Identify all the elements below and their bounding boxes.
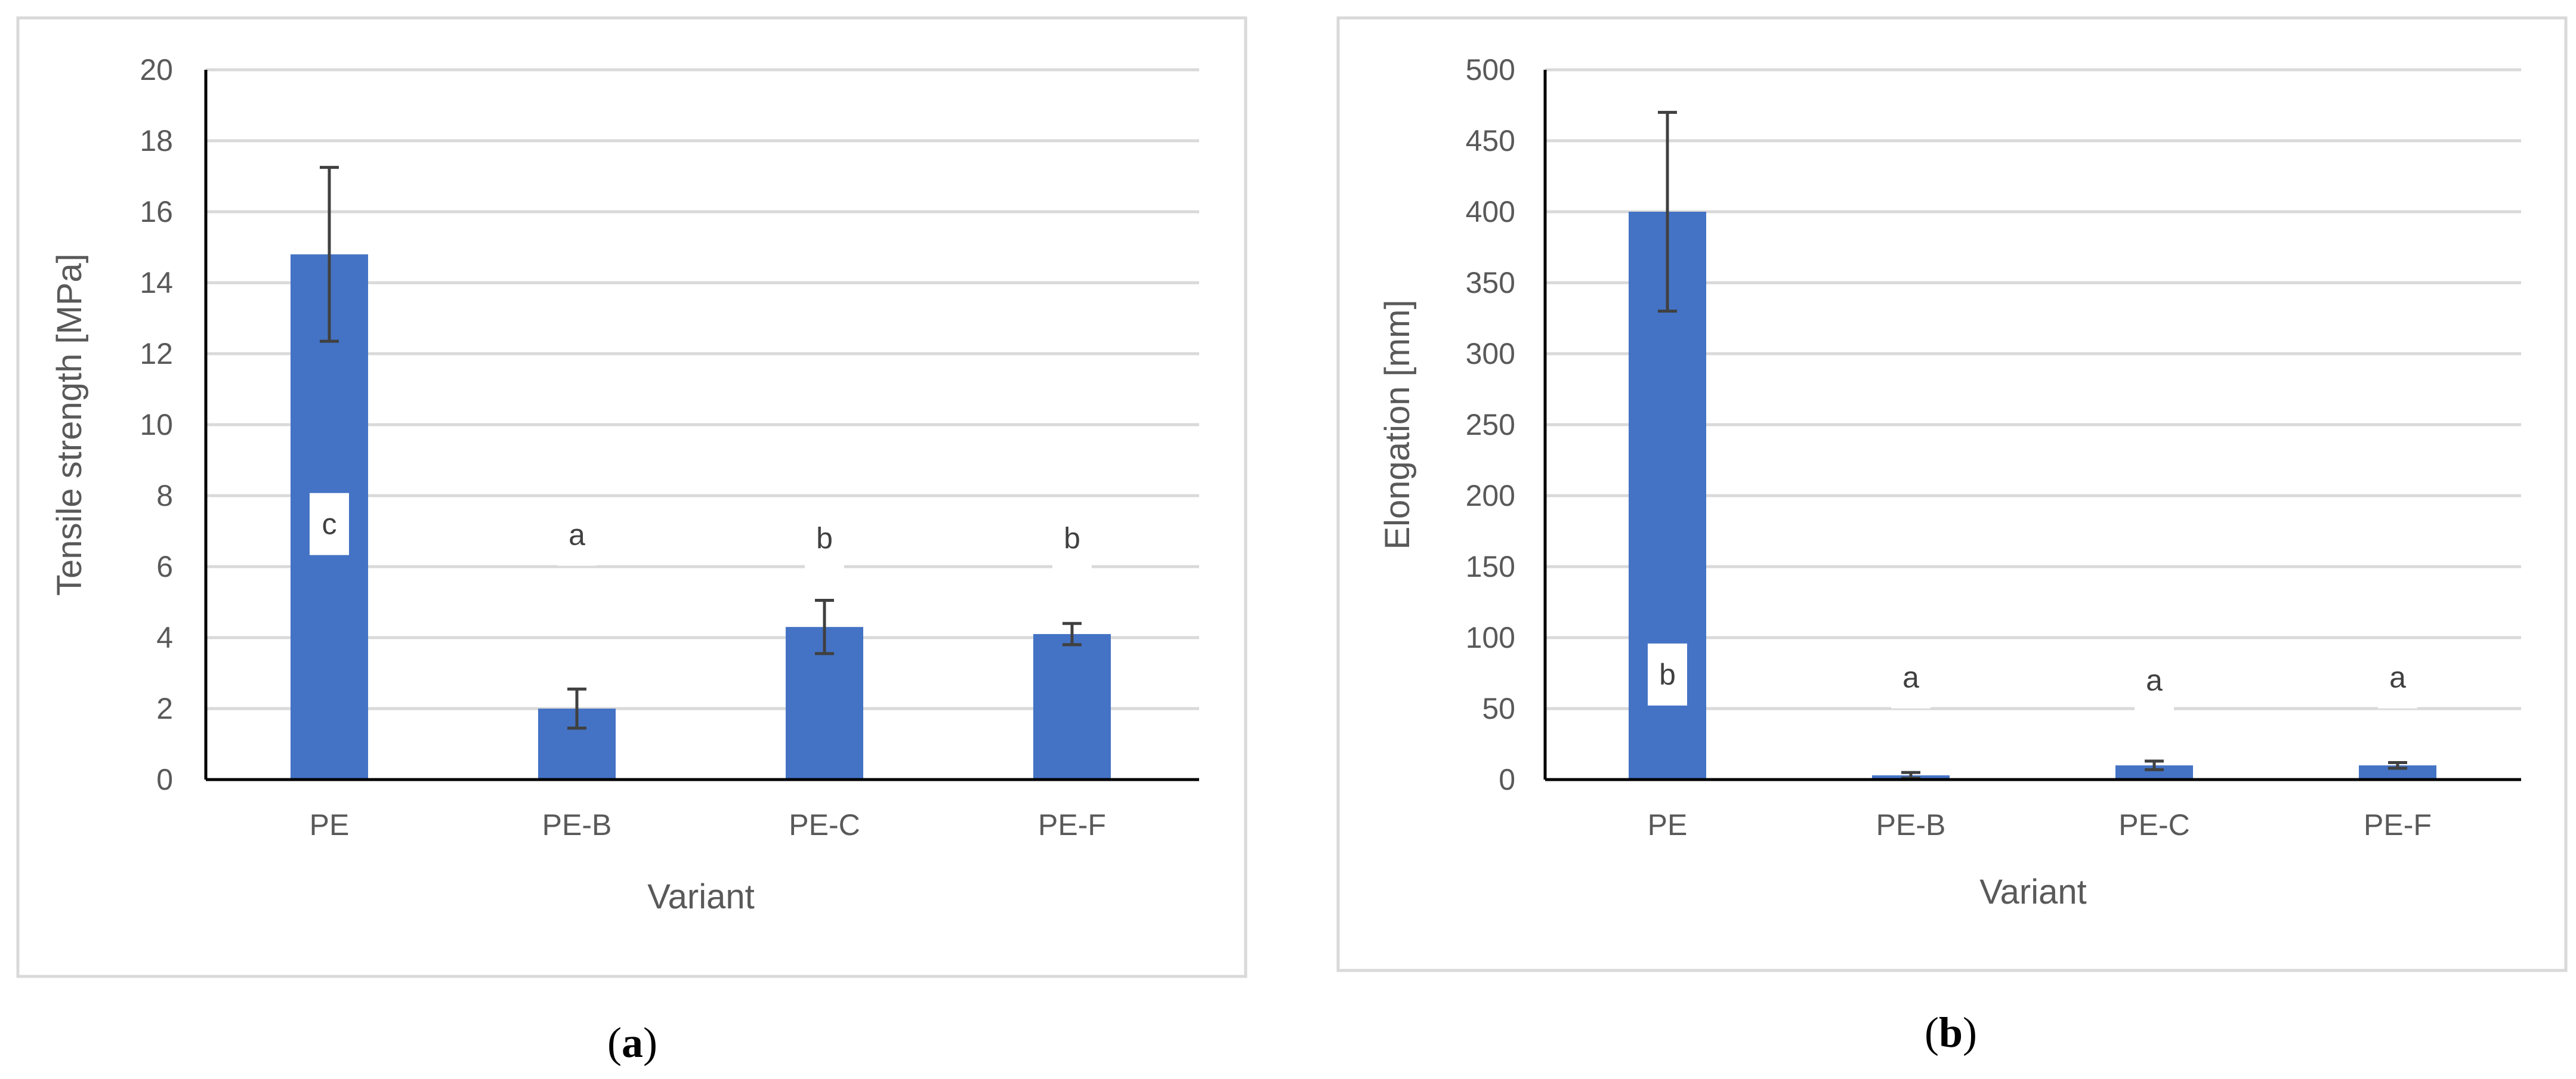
y-tick-label: 4 — [156, 621, 173, 654]
significance-label-box — [805, 507, 844, 570]
bar — [2115, 765, 2193, 780]
error-bar — [320, 166, 339, 343]
chart-panel-a: c a b b 0 2 4 6 8 10 12 14 16 18 20 PE PE-B PE-C PE-F Va… — [16, 16, 1247, 978]
y-tick-label: 6 — [156, 550, 173, 583]
significance-label-box — [1648, 643, 1687, 706]
y-tick-label: 150 — [1466, 550, 1515, 583]
error-bar — [1062, 622, 1082, 647]
error-bars-b — [1658, 110, 2407, 780]
significance-label-box — [2378, 646, 2417, 709]
y-axis-title-a: Tensile strength [MPa] — [50, 253, 89, 596]
x-axis-title-b: Variant — [1979, 873, 2086, 911]
y-tick-label: 8 — [156, 479, 173, 512]
y-tick-labels-b: 0 50 100 150 200 250 300 350 400 450 500 — [1466, 53, 1515, 796]
y-tick-label: 20 — [140, 53, 173, 86]
error-bar — [567, 687, 586, 730]
y-tick-label: 100 — [1466, 621, 1515, 654]
y-tick-label: 50 — [1482, 692, 1515, 725]
x-tick-label: PE-C — [789, 808, 860, 842]
y-tick-label: 200 — [1466, 479, 1515, 512]
y-tick-label: 500 — [1466, 53, 1515, 86]
significance-label-box — [557, 503, 597, 566]
y-tick-label: 0 — [156, 763, 173, 796]
y-tick-label: 250 — [1466, 408, 1515, 441]
y-tick-label: 400 — [1466, 195, 1515, 228]
y-tick-label: 14 — [140, 266, 173, 299]
error-bar — [2388, 760, 2407, 770]
y-tick-label: 16 — [140, 195, 173, 228]
y-tick-label: 300 — [1466, 337, 1515, 370]
y-tick-label: 2 — [156, 692, 173, 725]
panel-letter-a: a — [622, 1019, 643, 1066]
y-axis-title-b: Elongation [mm] — [1378, 299, 1417, 549]
grid-b — [1545, 68, 2521, 710]
x-tick-label: PE-F — [1038, 808, 1106, 842]
y-tick-label: 0 — [1499, 763, 1515, 796]
x-tick-label: PE-F — [2364, 808, 2432, 842]
significance-label: b — [816, 521, 833, 555]
y-tick-labels-a: 0 2 4 6 8 10 12 14 16 18 20 — [140, 53, 173, 796]
significance-label: c — [322, 508, 337, 541]
bar — [1033, 634, 1111, 780]
y-tick-label: 18 — [140, 124, 173, 157]
significance-label: b — [1064, 521, 1080, 555]
error-bars-a — [320, 166, 1082, 730]
x-tick-labels-b: PE PE-B PE-C PE-F — [1648, 808, 2432, 842]
significance-label: a — [1902, 661, 1919, 694]
y-tick-label: 350 — [1466, 266, 1515, 299]
significance-label-box — [2135, 649, 2174, 712]
bar — [2359, 765, 2436, 780]
panel-label-b: (b) — [1925, 1009, 1977, 1056]
x-tick-label: PE-B — [1876, 808, 1946, 842]
error-bar — [1658, 110, 1677, 313]
error-bar — [815, 599, 834, 656]
panel-letter-b: b — [1939, 1009, 1963, 1056]
significance-label: a — [2146, 663, 2163, 697]
x-tick-label: PE — [1648, 808, 1688, 842]
x-tick-label: PE-B — [542, 808, 612, 842]
panel-label-a: (a) — [607, 1019, 657, 1066]
y-tick-label: 450 — [1466, 124, 1515, 157]
x-tick-label: PE-C — [2118, 808, 2189, 842]
significance-label-box — [310, 493, 349, 555]
significance-label: a — [569, 518, 585, 551]
x-tick-labels-a: PE PE-B PE-C PE-F — [310, 808, 1106, 842]
x-axis-title-a: Variant — [647, 877, 754, 916]
error-bar — [2145, 759, 2164, 771]
x-tick-label: PE — [310, 808, 350, 842]
y-tick-label: 10 — [140, 408, 173, 441]
y-tick-label: 12 — [140, 337, 173, 370]
significance-label: a — [2389, 661, 2406, 694]
significance-label-box — [1052, 507, 1092, 570]
significance-label-box — [1891, 646, 1931, 709]
significance-label: b — [1659, 658, 1676, 691]
